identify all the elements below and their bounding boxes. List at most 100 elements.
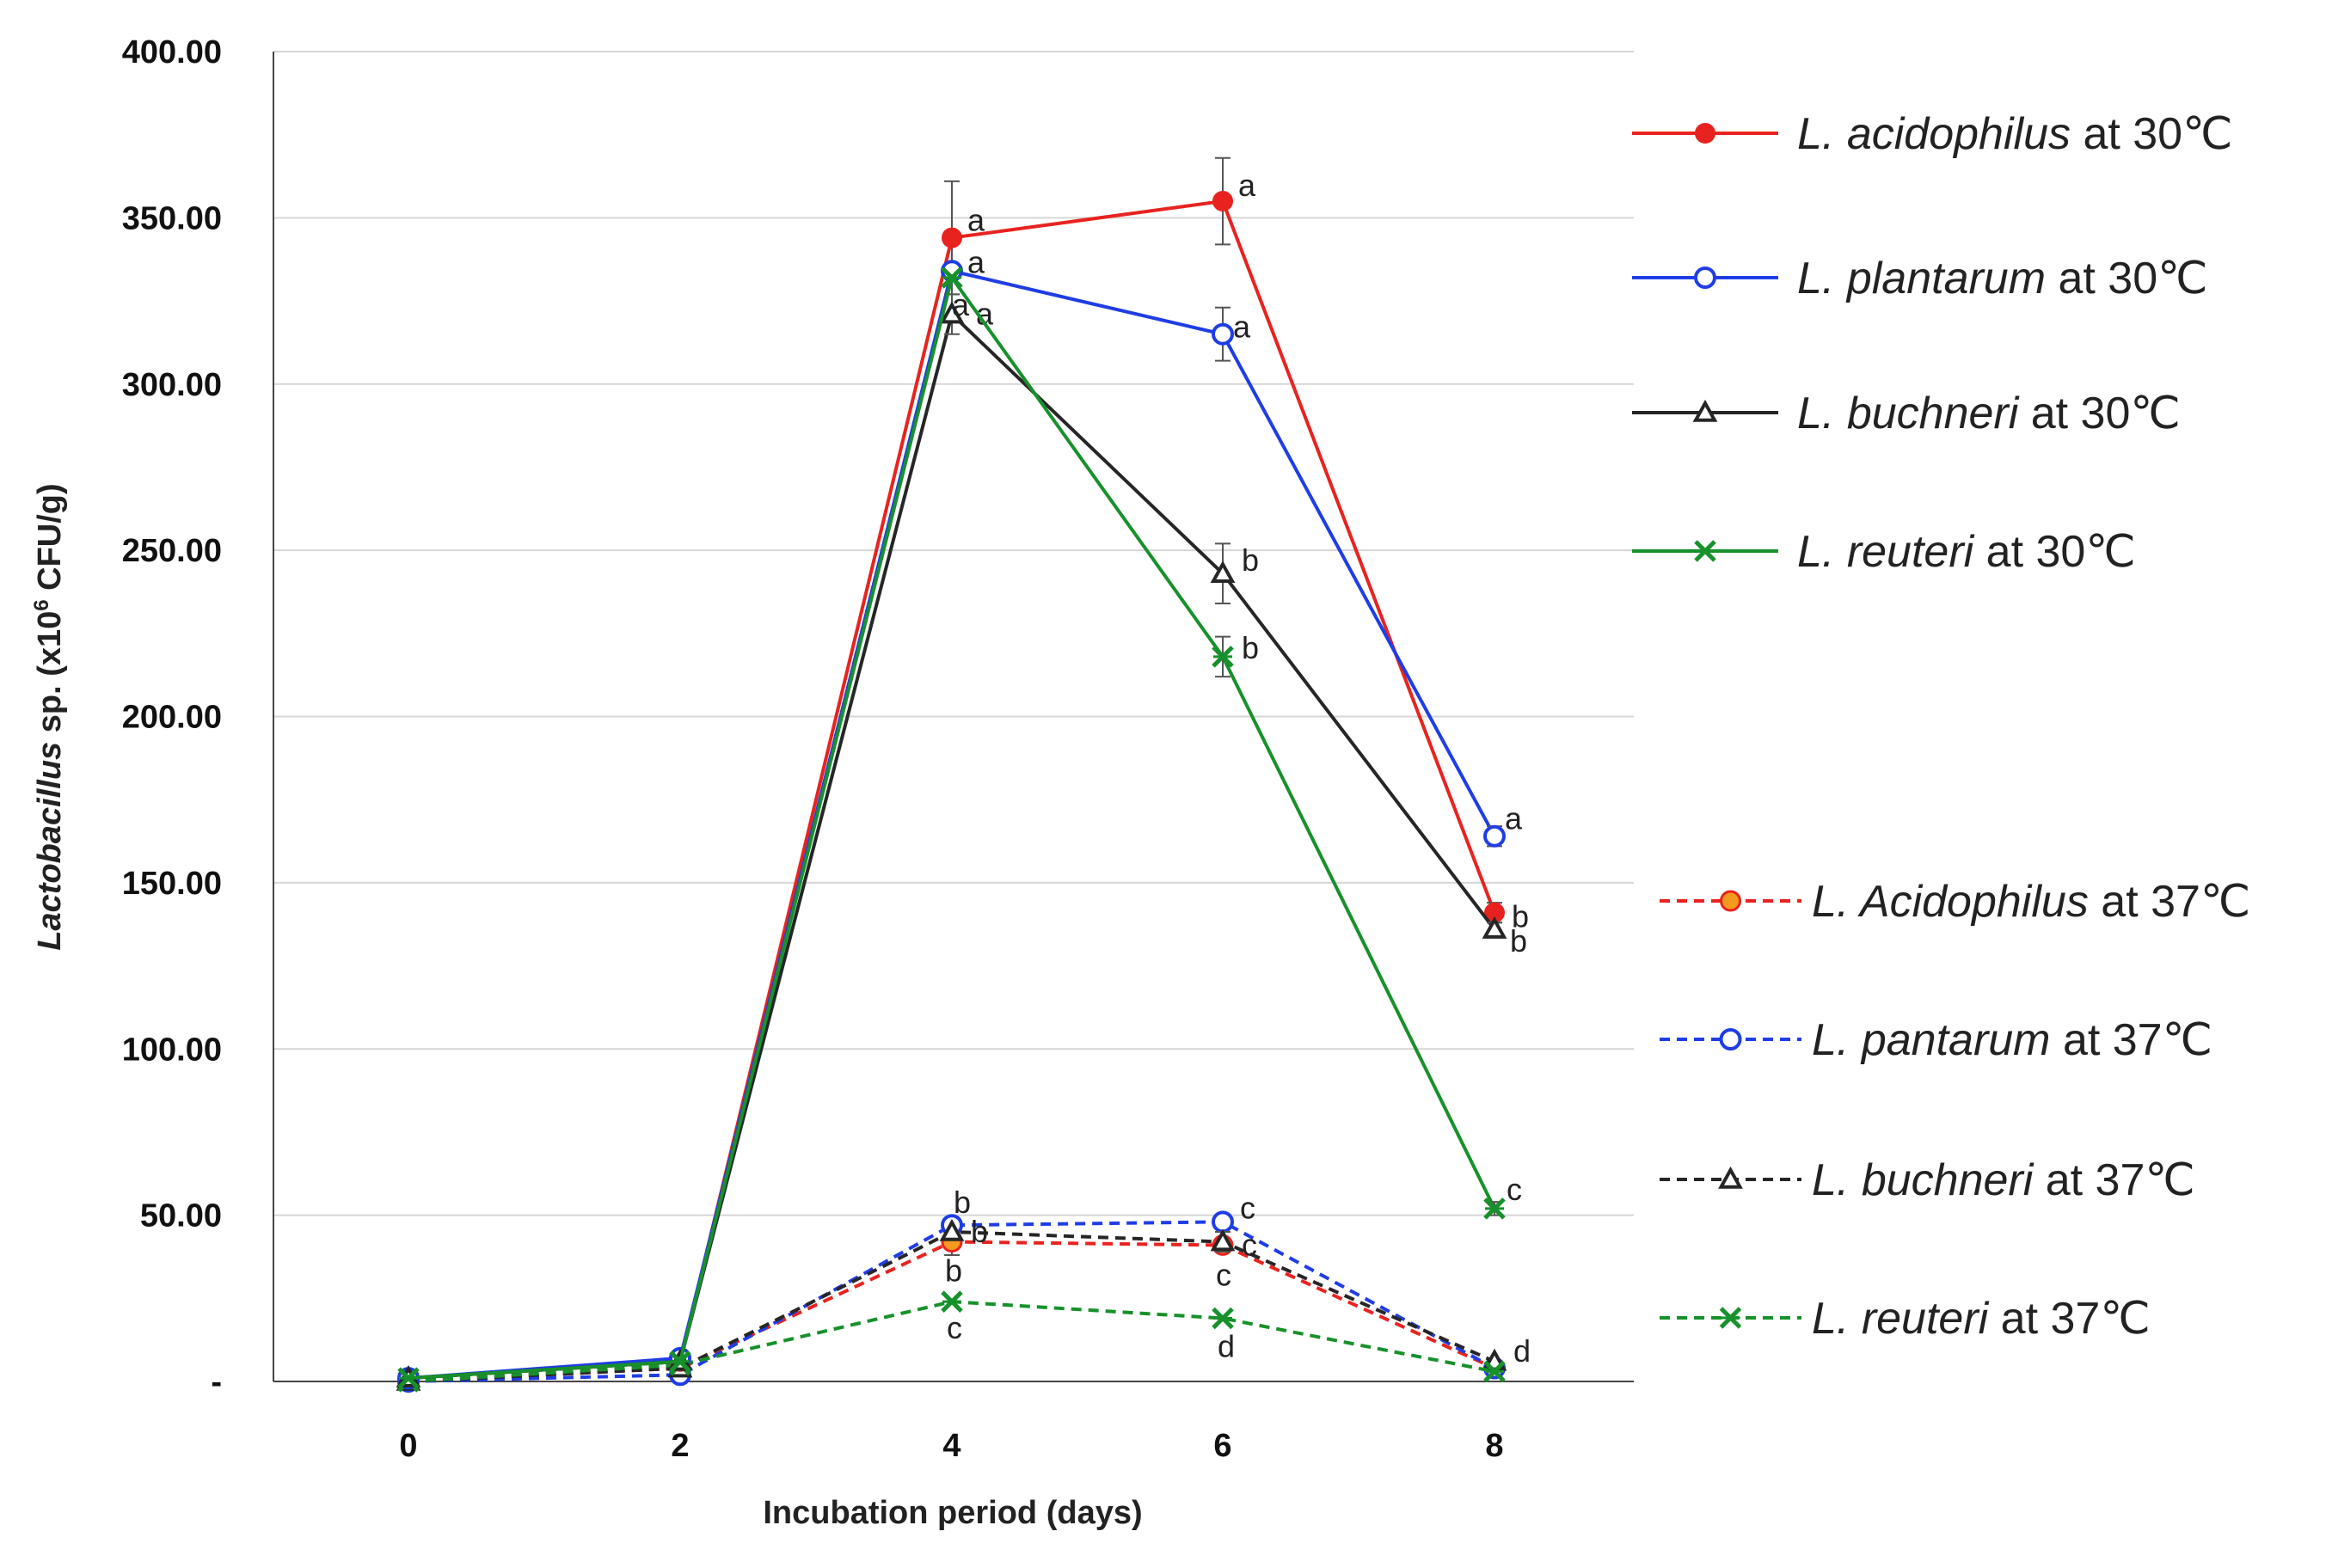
legend-swatch-marker xyxy=(1719,1307,1742,1329)
data-point xyxy=(941,266,963,289)
data-point xyxy=(1212,646,1234,668)
legend-label: L. reuteri at 30℃ xyxy=(1797,527,2136,577)
data-point xyxy=(1483,1360,1506,1383)
y-tick-label: 200.00 xyxy=(122,700,222,736)
legend: L. acidophilus at 30℃L. plantarum at 30℃… xyxy=(1632,109,2250,1344)
legend-label-suffix: at 30℃ xyxy=(2071,109,2233,159)
significance-letter: c xyxy=(1240,1190,1255,1225)
legend-label: L. Acidophilus at 37℃ xyxy=(1812,877,2250,927)
legend-label: L. buchneri at 30℃ xyxy=(1797,389,2181,438)
significance-letter: c xyxy=(1507,1172,1522,1207)
x-tick-label: 6 xyxy=(1213,1428,1231,1464)
legend-label: L. plantarum at 30℃ xyxy=(1797,254,2208,303)
legend-swatch-marker xyxy=(1718,1166,1743,1189)
data-point xyxy=(939,1218,965,1241)
legend-label: L. acidophilus at 30℃ xyxy=(1797,109,2233,159)
legend-label-suffix: at 30℃ xyxy=(1973,527,2136,577)
significance-letter: c xyxy=(947,1310,962,1345)
legend-item: L. reuteri at 30℃ xyxy=(1632,527,2136,577)
y-tick-label: 250.00 xyxy=(122,533,222,569)
data-point xyxy=(941,1290,963,1313)
series-line xyxy=(408,273,1496,1381)
legend-item: L. plantarum at 30℃ xyxy=(1632,254,2208,303)
x-tick-label: 4 xyxy=(942,1428,960,1464)
legend-label-species: L. buchneri xyxy=(1812,1155,2034,1205)
data-point xyxy=(1212,322,1234,346)
legend-swatch-marker xyxy=(1692,399,1718,422)
legend-item: L. acidophilus at 30℃ xyxy=(1632,109,2233,159)
legend-label-suffix: at 37℃ xyxy=(2033,1155,2195,1205)
legend-item: L. buchneri at 37℃ xyxy=(1660,1155,2195,1205)
significance-letter: b xyxy=(1512,899,1529,934)
data-point xyxy=(1210,1228,1236,1252)
data-point xyxy=(1483,824,1506,848)
legend-label: L. buchneri at 37℃ xyxy=(1812,1155,2195,1205)
y-tick-label: - xyxy=(211,1364,222,1400)
series: abb xyxy=(396,293,1527,1387)
significance-letter: c xyxy=(1242,1228,1257,1263)
significance-letter: a xyxy=(1505,801,1523,836)
series: abc xyxy=(397,266,1522,1389)
legend-item: L. buchneri at 30℃ xyxy=(1632,389,2181,438)
legend-swatch-marker xyxy=(1719,1028,1742,1050)
x-tick-labels: 0 2 4 6 8 xyxy=(399,1428,1503,1464)
legend-swatch-marker xyxy=(1720,890,1741,912)
data-point xyxy=(397,1367,420,1389)
significance-letter: a xyxy=(976,297,994,332)
legend-label-species: L. acidophilus xyxy=(1797,109,2071,159)
significance-letter: d xyxy=(1513,1333,1531,1369)
significance-letter: b xyxy=(971,1214,988,1249)
significance-letter: b xyxy=(1510,923,1527,959)
legend-label-species: L. buchneri xyxy=(1797,389,2020,438)
axes xyxy=(273,52,1634,1382)
y-tick-label: 50.00 xyxy=(140,1198,222,1234)
y-axis-title: Lactobacillus sp. (x106 CFU/g) xyxy=(30,483,68,950)
legend-label-suffix: at 30℃ xyxy=(2046,254,2208,303)
significance-letter: a xyxy=(952,287,970,322)
significance-letter: d xyxy=(1218,1329,1235,1364)
data-point xyxy=(1210,560,1236,583)
gridlines xyxy=(273,51,1634,1216)
legend-label: L. pantarum at 37℃ xyxy=(1812,1015,2212,1065)
legend-swatch-marker xyxy=(1695,123,1715,144)
data-point xyxy=(1483,1197,1506,1220)
legend-label-species: L. Acidophilus xyxy=(1812,877,2089,927)
series-line xyxy=(408,199,1496,1381)
x-axis-title: Incubation period (days) xyxy=(763,1495,1142,1531)
legend-item: L. Acidophilus at 37℃ xyxy=(1660,877,2250,927)
series-line xyxy=(408,268,1496,1381)
data-point xyxy=(939,301,965,324)
legend-label-suffix: at 30℃ xyxy=(2018,389,2181,438)
legend-item: L. pantarum at 37℃ xyxy=(1660,1015,2212,1065)
y-tick-label: 400.00 xyxy=(122,34,222,70)
y-axis-title-sup: 6 xyxy=(30,599,53,610)
significance-letter: b xyxy=(1242,630,1259,665)
data-point xyxy=(1482,916,1507,939)
legend-item: L. reuteri at 37℃ xyxy=(1660,1294,2151,1344)
legend-label-species: L. plantarum xyxy=(1797,254,2046,303)
y-tick-labels: - 50.00 100.00 150.00 200.00 250.00 300.00 350.… xyxy=(122,34,222,1400)
legend-label-species: L. pantarum xyxy=(1812,1015,2051,1065)
legend-label-species: L. reuteri xyxy=(1812,1294,1990,1344)
x-tick-label: 8 xyxy=(1485,1428,1503,1464)
data-point xyxy=(942,227,962,248)
data-point xyxy=(669,1351,691,1373)
legend-label-suffix: at 37℃ xyxy=(1988,1294,2151,1344)
series: b cd xyxy=(396,1214,1531,1391)
y-tick-label: 150.00 xyxy=(122,866,222,902)
data-point xyxy=(1212,191,1233,212)
y-tick-label: 300.00 xyxy=(122,367,222,403)
legend-label-species: L. reuteri xyxy=(1797,527,1975,577)
significance-letter: a xyxy=(1233,309,1251,345)
data-point xyxy=(1212,1307,1234,1330)
legend-label-suffix: at 37℃ xyxy=(2089,877,2251,927)
series-line xyxy=(408,1220,1495,1383)
significance-letter: a xyxy=(1238,168,1256,203)
legend-label-suffix: at 37℃ xyxy=(2051,1015,2213,1065)
significance-letter: b xyxy=(954,1185,971,1220)
x-tick-label: 0 xyxy=(399,1428,417,1464)
significance-letter: b xyxy=(945,1253,962,1289)
y-axis-title-suffix: CFU/g) xyxy=(32,483,68,599)
